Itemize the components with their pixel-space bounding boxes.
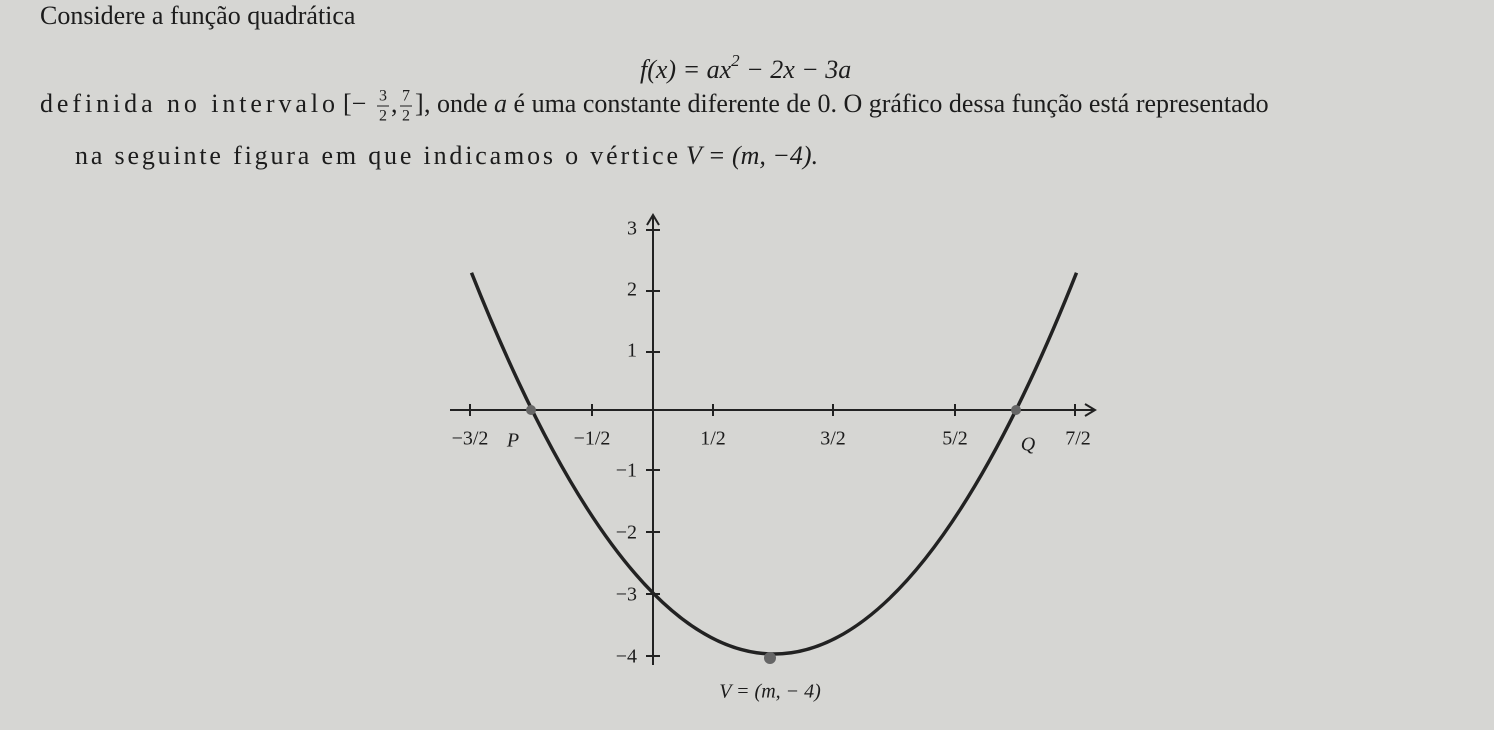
separator: , <box>391 89 398 118</box>
x-ticks <box>469 404 1076 416</box>
fraction-den: 2 <box>402 108 410 125</box>
line1-after1: , onde <box>424 89 494 118</box>
bracket-close: ] <box>415 89 424 118</box>
y-label: −4 <box>616 646 637 668</box>
formula-exponent: 2 <box>731 51 740 70</box>
x-label: −3/2 <box>452 428 489 450</box>
x-label: 7/2 <box>1065 428 1091 450</box>
line1-after2: é uma constante diferente de 0. O gráfic… <box>507 89 1269 118</box>
x-label: −1/2 <box>574 428 611 450</box>
y-label: 2 <box>627 279 637 301</box>
y-label: −2 <box>616 522 637 544</box>
formula-base: f(x) = ax <box>640 55 732 84</box>
formula: f(x) = ax2 − 2x − 3a <box>640 51 851 84</box>
y-label: −1 <box>616 460 637 482</box>
x-label: 1/2 <box>700 428 726 450</box>
vertex-point <box>764 652 776 664</box>
y-label: 1 <box>627 340 637 362</box>
variable: a <box>494 89 507 118</box>
point-label: P <box>506 430 519 452</box>
x-label: 3/2 <box>820 428 846 450</box>
point-p <box>526 405 536 415</box>
heading: Considere a função quadrática <box>40 1 356 30</box>
y-ticks <box>646 229 660 657</box>
y-arrow <box>646 213 660 226</box>
y-label: 3 <box>627 218 637 240</box>
fraction-num: 7 <box>402 88 410 105</box>
vertex-label: V = (m, − 4) <box>719 681 821 703</box>
fraction-num: 3 <box>379 88 387 105</box>
fraction-den: 2 <box>379 108 387 125</box>
line2-before: na seguinte figura em que indicamos o vé… <box>75 141 678 170</box>
vertex-text: V = (m, −4). <box>686 141 818 170</box>
point-label: Q <box>1021 434 1036 456</box>
bracket-open: [− <box>343 89 366 118</box>
line1-before: definida no intervalo <box>40 89 335 118</box>
x-label: 5/2 <box>942 428 968 450</box>
x-arrow <box>1084 403 1097 417</box>
formula-rest: − 2x − 3a <box>740 55 852 84</box>
line1-after: , onde a é uma constante diferente de 0.… <box>424 89 1269 118</box>
y-label: −3 <box>616 584 637 606</box>
point-q <box>1011 405 1021 415</box>
